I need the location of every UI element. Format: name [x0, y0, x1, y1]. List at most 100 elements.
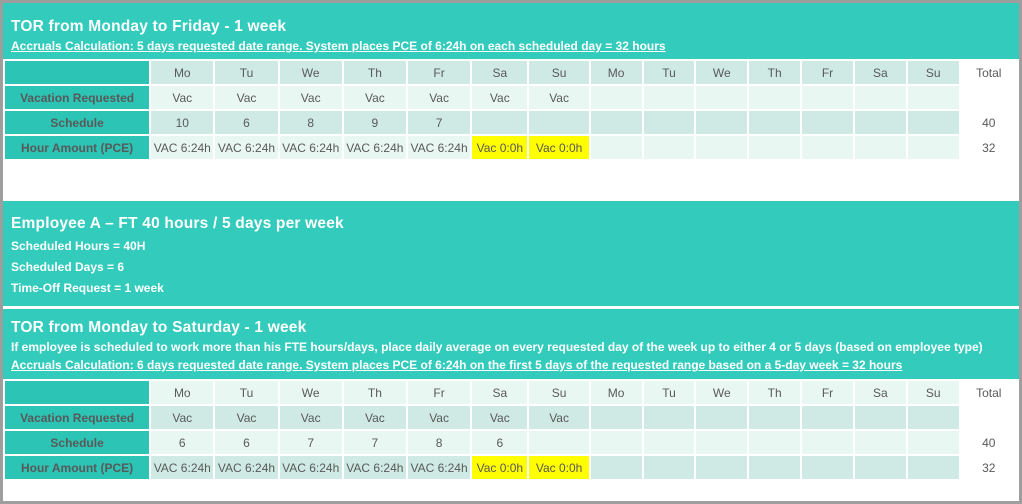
table-row: Hour Amount (PCE) VAC 6:24h VAC 6:24h VAC 6… — [5, 456, 1017, 479]
tor-mon-fri-accruals-note: Accruals Calculation: 5 days requested d… — [11, 39, 666, 53]
day-header-cell: Sa — [854, 61, 906, 84]
tor-mon-sat-title: TOR from Monday to Saturday - 1 week — [11, 319, 307, 336]
data-cell: VAC 6:24h — [343, 136, 406, 159]
data-cell: Vac — [529, 86, 589, 109]
data-cell — [802, 456, 853, 479]
data-cell — [472, 111, 528, 134]
data-cell: Vac — [279, 406, 342, 429]
data-cell — [854, 86, 906, 109]
data-cell — [907, 136, 959, 159]
data-cell — [643, 86, 695, 109]
data-cell — [590, 431, 642, 454]
tor-mon-sat-description: If employee is scheduled to work more th… — [11, 340, 983, 354]
data-cell: VAC 6:24h — [215, 136, 278, 159]
employee-scheduled-days: Scheduled Days = 6 — [11, 260, 125, 274]
tor-mon-sat-accruals-note: Accruals Calculation: 6 days requested d… — [11, 358, 903, 372]
day-header-cell: Mo — [590, 61, 642, 84]
day-header-cell: Th — [343, 381, 406, 404]
table-row: Vacation Requested Vac Vac Vac Vac Vac Vac Vac — [5, 86, 1017, 109]
data-cell — [529, 431, 589, 454]
day-header-cell: We — [279, 381, 342, 404]
data-cell — [590, 406, 642, 429]
data-cell — [907, 86, 959, 109]
day-header-cell: We — [696, 381, 748, 404]
day-header-cell: Th — [749, 381, 801, 404]
total-cell: 40 — [960, 431, 1017, 454]
day-header-row: Mo Tu We Th Fr Sa Su Mo Tu We Th Fr Sa Su Total — [5, 381, 1017, 404]
data-cell: 6 — [215, 431, 278, 454]
data-cell — [749, 406, 801, 429]
day-header-cell: Sa — [854, 381, 906, 404]
row-label-cell: Hour Amount (PCE) — [5, 456, 150, 479]
data-cell — [907, 111, 959, 134]
data-cell — [802, 136, 853, 159]
day-header-cell: Fr — [407, 61, 471, 84]
data-cell — [802, 406, 853, 429]
data-cell: Vac — [151, 406, 214, 429]
employee-and-tor-mon-sat-band: Employee A – FT 40 hours / 5 days per we… — [3, 201, 1019, 379]
data-cell — [529, 111, 589, 134]
day-header-cell: Th — [343, 61, 406, 84]
day-header-cell: Fr — [802, 381, 853, 404]
row-label-cell: Vacation Requested — [5, 406, 150, 429]
day-header-cell: Tu — [215, 381, 278, 404]
highlighted-cell: Vac 0:0h — [529, 456, 589, 479]
data-cell: 8 — [279, 111, 342, 134]
row-label-cell: Vacation Requested — [5, 86, 150, 109]
day-header-cell: Mo — [590, 381, 642, 404]
day-header-cell: Mo — [151, 381, 214, 404]
day-header-cell: Mo — [151, 61, 214, 84]
data-cell — [696, 456, 748, 479]
data-cell: VAC 6:24h — [407, 136, 471, 159]
day-header-cell: Tu — [643, 381, 695, 404]
data-cell: 7 — [343, 431, 406, 454]
data-cell — [590, 111, 642, 134]
data-cell: 10 — [151, 111, 214, 134]
day-header-cell: Tu — [215, 61, 278, 84]
data-cell: Vac — [472, 86, 528, 109]
total-header-cell: Total — [960, 61, 1017, 84]
day-header-cell: Sa — [472, 61, 528, 84]
data-cell: VAC 6:24h — [343, 456, 406, 479]
data-cell — [907, 431, 959, 454]
day-header-cell: Su — [907, 381, 959, 404]
data-cell: Vac — [407, 86, 471, 109]
data-cell — [749, 86, 801, 109]
data-cell — [590, 136, 642, 159]
day-header-cell: Th — [749, 61, 801, 84]
data-cell — [907, 456, 959, 479]
total-cell: 40 — [960, 111, 1017, 134]
data-cell — [590, 456, 642, 479]
table-row: Schedule 10 6 8 9 7 40 — [5, 111, 1017, 134]
data-cell — [696, 111, 748, 134]
data-cell — [643, 431, 695, 454]
data-cell — [696, 431, 748, 454]
data-cell: VAC 6:24h — [215, 456, 278, 479]
table-row: Schedule 6 6 7 7 8 6 40 — [5, 431, 1017, 454]
data-cell: Vac — [343, 86, 406, 109]
day-header-cell: Fr — [802, 61, 853, 84]
data-cell — [749, 456, 801, 479]
day-header-cell: Fr — [407, 381, 471, 404]
data-cell — [802, 111, 853, 134]
data-cell — [854, 406, 906, 429]
highlighted-cell: Vac 0:0h — [529, 136, 589, 159]
total-cell — [960, 406, 1017, 429]
data-cell — [696, 136, 748, 159]
data-cell: Vac — [215, 406, 278, 429]
data-cell: Vac — [279, 86, 342, 109]
employee-title: Employee A – FT 40 hours / 5 days per we… — [11, 215, 344, 232]
white-divider — [3, 306, 1019, 309]
day-header-cell: We — [696, 61, 748, 84]
data-cell — [854, 456, 906, 479]
data-cell — [749, 431, 801, 454]
row-label-cell: Schedule — [5, 111, 150, 134]
day-header-cell: Su — [907, 61, 959, 84]
data-cell: 7 — [407, 111, 471, 134]
data-cell — [643, 456, 695, 479]
total-cell: 32 — [960, 136, 1017, 159]
data-cell: VAC 6:24h — [279, 456, 342, 479]
data-cell: 7 — [279, 431, 342, 454]
data-cell: VAC 6:24h — [279, 136, 342, 159]
total-header-cell: Total — [960, 381, 1017, 404]
